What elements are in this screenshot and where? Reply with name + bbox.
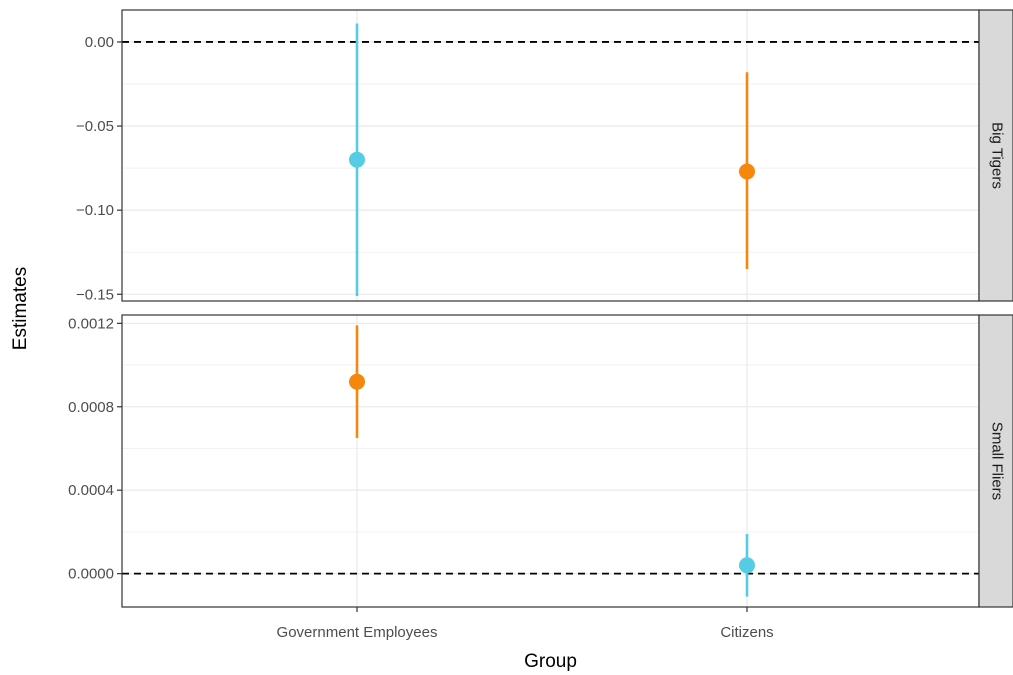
panel-background	[122, 10, 979, 301]
y-tick-label: 0.0012	[68, 315, 114, 332]
y-tick-label: 0.00	[85, 34, 114, 51]
y-tick-label: 0.0000	[68, 566, 114, 583]
panel-background	[122, 315, 979, 607]
y-axis-title: Estimates	[10, 267, 31, 350]
facet-strip	[978, 9, 1013, 302]
estimate-point	[349, 373, 365, 390]
estimate-point	[739, 557, 755, 574]
facet-panel-2: 0.0012 0.0008 0.0004 0.0000 Small Fliers	[68, 314, 1013, 608]
x-axis-title: Group	[524, 651, 577, 672]
facet-panel-1: 0.00 −0.05 −0.10 −0.15 Big Tigers	[76, 9, 1013, 303]
facet-strip-label: Small Fliers	[989, 422, 1006, 500]
facet-strip-label: Big Tigers	[989, 122, 1006, 189]
x-tick-label: Government Employees	[277, 624, 438, 641]
y-tick-label: 0.0008	[68, 399, 114, 416]
y-tick-label: −0.15	[76, 286, 114, 303]
facet-strip	[978, 314, 1013, 608]
y-tick-label: −0.10	[76, 202, 114, 219]
y-tick-label: −0.05	[76, 118, 114, 135]
estimate-point	[739, 163, 755, 180]
y-tick-label: 0.0004	[68, 482, 114, 499]
estimate-point	[349, 151, 365, 168]
x-tick-label: Citizens	[720, 624, 773, 641]
